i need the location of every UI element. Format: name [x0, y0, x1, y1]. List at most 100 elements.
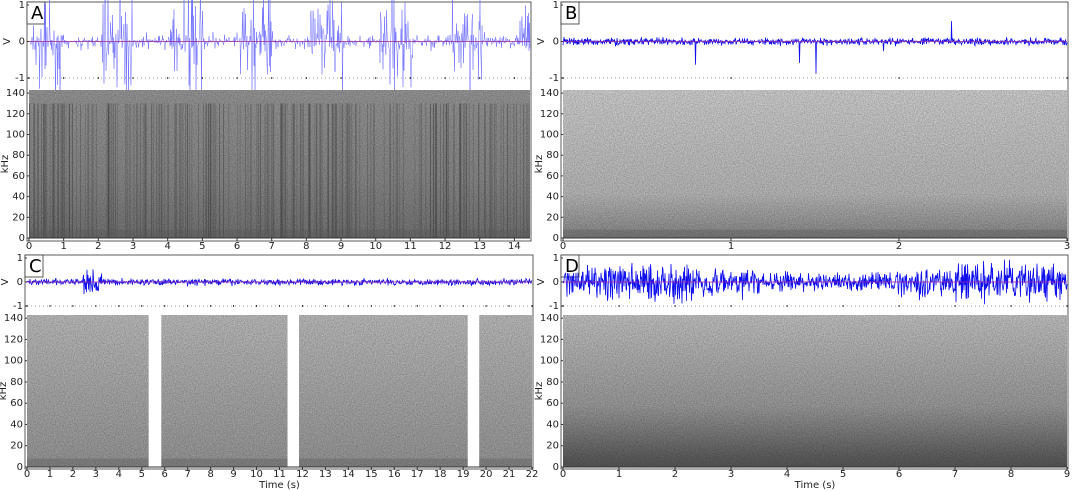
x-tick-label: 3 — [130, 241, 136, 252]
panel-letter: D — [565, 256, 579, 277]
panel-letter-box — [24, 254, 44, 278]
y-tick-label: 140 — [6, 88, 25, 99]
x-tick-label: 6 — [896, 469, 902, 480]
y-tick-label: 20 — [546, 441, 559, 452]
panel-frame — [560, 1, 1069, 242]
y-tick-label: 1 — [553, 253, 559, 264]
x-tick-label: 8 — [303, 241, 309, 252]
y-axis-label: kHz — [0, 155, 11, 174]
y-tick-label: 100 — [540, 130, 559, 141]
panel-letter-box — [26, 1, 46, 25]
spectrogram-grain — [27, 315, 532, 467]
x-tick-label: 12 — [296, 469, 309, 480]
x-tick-label: 13 — [473, 241, 486, 252]
y-tick-label: 40 — [12, 192, 25, 203]
y-tick-label: 1 — [17, 253, 23, 264]
x-tick-label: 11 — [404, 241, 417, 252]
y-axis-label: kHz — [0, 382, 9, 401]
y-tick-label: 0 — [553, 37, 559, 48]
x-tick-label: 10 — [369, 241, 382, 252]
x-tick-label: 12 — [439, 241, 452, 252]
x-tick-label: 9 — [230, 469, 236, 480]
x-axis-label: Time (s) — [794, 480, 836, 491]
x-tick-label: 14 — [508, 241, 521, 252]
y-tick-label: 40 — [546, 192, 559, 203]
panel-letter-box — [560, 254, 580, 278]
spectrogram-grain — [29, 90, 530, 238]
low-band — [563, 458, 1067, 467]
x-tick-label: 4 — [164, 241, 170, 252]
y-tick-label: 20 — [12, 212, 25, 223]
y-axis-label: V — [536, 38, 547, 45]
x-tick-label: 18 — [434, 469, 447, 480]
x-tick-label: 15 — [365, 469, 378, 480]
x-tick-label: 0 — [560, 469, 566, 480]
x-tick-label: 4 — [116, 469, 122, 480]
y-tick-label: 140 — [540, 313, 559, 324]
x-tick-label: 5 — [199, 241, 205, 252]
x-tick-label: 20 — [480, 469, 493, 480]
x-tick-label: 1 — [47, 469, 53, 480]
recording-gap — [287, 314, 300, 468]
y-tick-label: 0 — [19, 37, 25, 48]
x-tick-label: 4 — [784, 469, 790, 480]
x-tick-label: 8 — [1008, 469, 1014, 480]
y-tick-label: 0 — [17, 277, 23, 288]
x-tick-label: 22 — [526, 469, 539, 480]
y-tick-label: 40 — [10, 419, 23, 430]
y-tick-label: 60 — [10, 398, 23, 409]
y-tick-label: 100 — [540, 356, 559, 367]
x-tick-label: 8 — [207, 469, 213, 480]
y-axis-label: V — [2, 38, 13, 45]
y-axis-label: V — [0, 278, 11, 285]
x-tick-label: 14 — [342, 469, 355, 480]
y-tick-label: -1 — [549, 73, 559, 84]
x-tick-label: 6 — [234, 241, 240, 252]
y-tick-label: 100 — [6, 130, 25, 141]
x-tick-label: 2 — [896, 241, 902, 252]
x-tick-label: 7 — [952, 469, 958, 480]
y-tick-label: 140 — [4, 313, 23, 324]
y-tick-label: 60 — [546, 171, 559, 182]
x-tick-label: 6 — [162, 469, 168, 480]
y-tick-label: 140 — [540, 88, 559, 99]
x-tick-label: 3 — [1064, 241, 1070, 252]
x-tick-label: 1 — [616, 469, 622, 480]
x-tick-label: 5 — [139, 469, 145, 480]
y-axis-label: V — [536, 278, 547, 285]
y-tick-label: 80 — [546, 150, 559, 161]
y-tick-label: 60 — [546, 398, 559, 409]
spectrogram-grain — [563, 315, 1067, 467]
waveform — [562, 20, 1068, 74]
x-tick-label: 2 — [70, 469, 76, 480]
panel-letter: B — [565, 3, 577, 24]
x-tick-label: 0 — [24, 469, 30, 480]
y-tick-label: -1 — [549, 301, 559, 312]
x-tick-label: 1 — [60, 241, 66, 252]
panel-frame — [560, 254, 1069, 470]
panel-letter-box — [560, 1, 580, 25]
panel-letter: C — [29, 256, 42, 277]
x-tick-label: 3 — [728, 469, 734, 480]
x-tick-label: 9 — [338, 241, 344, 252]
y-tick-label: 120 — [540, 109, 559, 120]
x-tick-label: 17 — [411, 469, 424, 480]
x-tick-label: 3 — [93, 469, 99, 480]
y-axis-label: kHz — [534, 155, 545, 174]
x-tick-label: 21 — [503, 469, 516, 480]
x-tick-label: 19 — [457, 469, 470, 480]
y-tick-label: -1 — [13, 301, 23, 312]
y-tick-label: 0 — [17, 462, 23, 473]
x-tick-label: 10 — [250, 469, 263, 480]
y-axis-label: kHz — [534, 382, 545, 401]
y-tick-label: 80 — [10, 377, 23, 388]
x-tick-label: 13 — [319, 469, 332, 480]
y-tick-label: 0 — [19, 233, 25, 244]
x-tick-label: 11 — [273, 469, 286, 480]
y-tick-label: 1 — [19, 0, 25, 11]
low-band — [29, 229, 530, 238]
